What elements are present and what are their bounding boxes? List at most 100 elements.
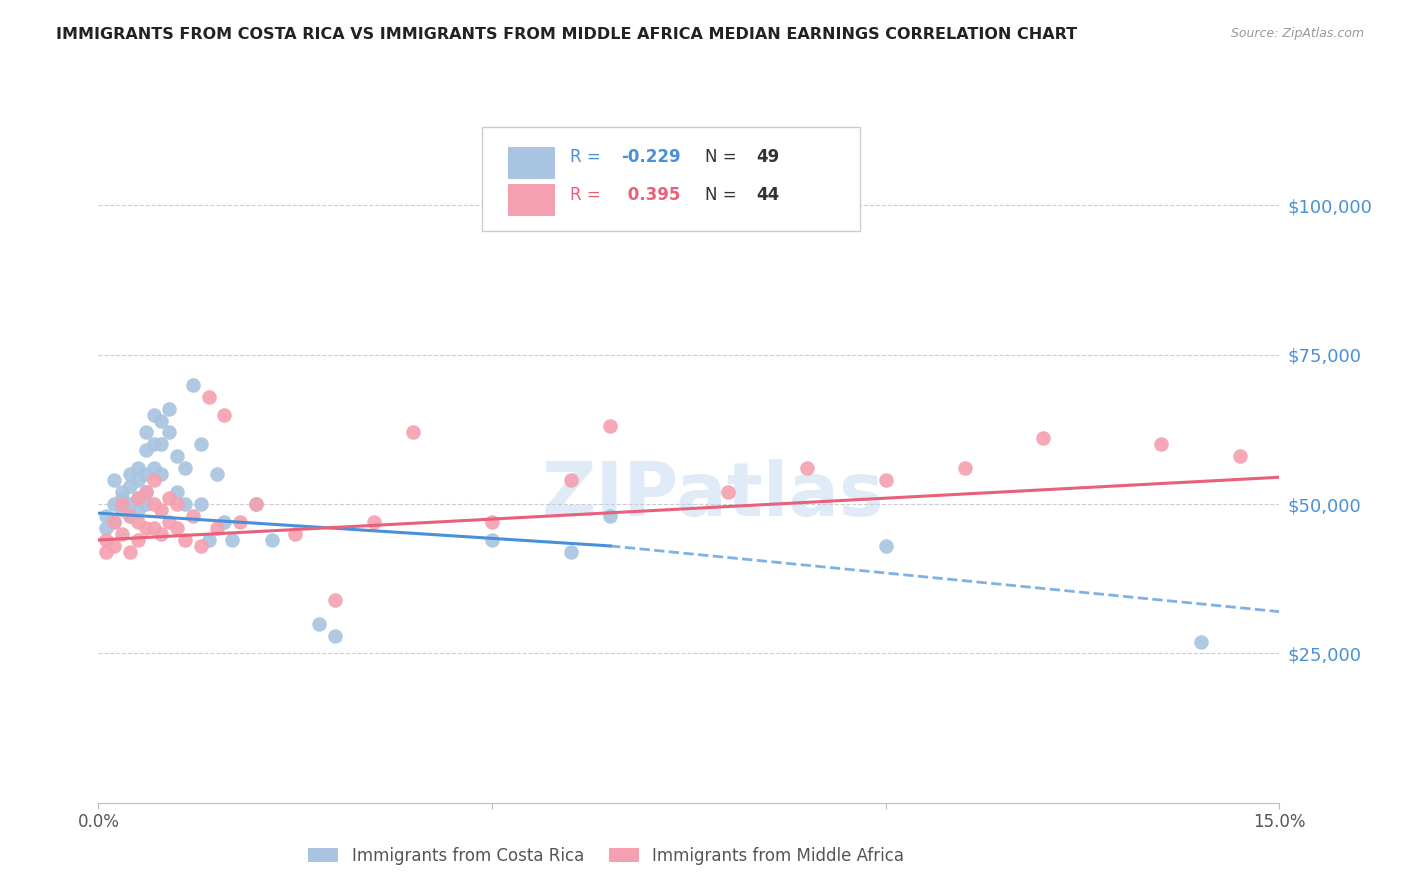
Point bbox=[150, 437, 173, 451]
Point bbox=[157, 401, 180, 416]
Point bbox=[135, 521, 157, 535]
Point bbox=[363, 515, 385, 529]
Point bbox=[190, 497, 212, 511]
Point bbox=[135, 467, 157, 482]
Point bbox=[717, 485, 740, 500]
Point bbox=[135, 443, 157, 458]
Point bbox=[1189, 634, 1212, 648]
Point bbox=[323, 628, 346, 642]
Point bbox=[481, 533, 503, 547]
Point bbox=[111, 527, 134, 541]
Point bbox=[142, 408, 165, 422]
Point bbox=[103, 473, 125, 487]
FancyBboxPatch shape bbox=[508, 184, 555, 216]
Point bbox=[96, 509, 118, 524]
Point bbox=[96, 521, 118, 535]
Point bbox=[135, 497, 157, 511]
Point bbox=[221, 533, 243, 547]
Point bbox=[190, 437, 212, 451]
Text: ZIPatlas: ZIPatlas bbox=[541, 458, 884, 532]
Point bbox=[103, 497, 125, 511]
Point bbox=[127, 491, 149, 505]
Point bbox=[166, 497, 188, 511]
Point bbox=[308, 616, 330, 631]
Point bbox=[135, 485, 157, 500]
Point bbox=[150, 527, 173, 541]
Point bbox=[127, 473, 149, 487]
Point bbox=[599, 509, 621, 524]
Point bbox=[142, 437, 165, 451]
Point bbox=[157, 515, 180, 529]
Point bbox=[142, 521, 165, 535]
Point bbox=[157, 491, 180, 505]
Legend: Immigrants from Costa Rica, Immigrants from Middle Africa: Immigrants from Costa Rica, Immigrants f… bbox=[302, 840, 911, 871]
Point bbox=[127, 503, 149, 517]
Point bbox=[205, 467, 228, 482]
Text: R =: R = bbox=[569, 186, 606, 204]
Text: N =: N = bbox=[706, 148, 742, 166]
Point bbox=[284, 527, 307, 541]
Point bbox=[166, 521, 188, 535]
Text: 49: 49 bbox=[756, 148, 779, 166]
FancyBboxPatch shape bbox=[482, 128, 860, 231]
Point bbox=[1150, 437, 1173, 451]
Point bbox=[166, 485, 188, 500]
Point bbox=[1032, 432, 1054, 446]
Point bbox=[142, 497, 165, 511]
Point bbox=[118, 545, 141, 559]
Point bbox=[190, 539, 212, 553]
Point bbox=[127, 491, 149, 505]
Point bbox=[127, 461, 149, 475]
Point bbox=[150, 503, 173, 517]
Point bbox=[181, 377, 204, 392]
Point bbox=[174, 497, 197, 511]
Point bbox=[875, 539, 897, 553]
Point bbox=[150, 467, 173, 482]
Point bbox=[166, 450, 188, 464]
Point bbox=[142, 473, 165, 487]
Point bbox=[560, 473, 582, 487]
Point bbox=[599, 419, 621, 434]
Point bbox=[103, 539, 125, 553]
Point bbox=[1229, 450, 1251, 464]
Point bbox=[111, 497, 134, 511]
Point bbox=[245, 497, 267, 511]
Text: Source: ZipAtlas.com: Source: ZipAtlas.com bbox=[1230, 27, 1364, 40]
Point bbox=[796, 461, 818, 475]
Point bbox=[174, 461, 197, 475]
Point bbox=[229, 515, 252, 529]
Point bbox=[560, 545, 582, 559]
Text: -0.229: -0.229 bbox=[621, 148, 682, 166]
Point bbox=[135, 425, 157, 440]
Point bbox=[402, 425, 425, 440]
Point bbox=[96, 545, 118, 559]
Point bbox=[174, 533, 197, 547]
Point bbox=[214, 408, 236, 422]
Text: 0.395: 0.395 bbox=[621, 186, 681, 204]
Point bbox=[197, 390, 219, 404]
Point bbox=[953, 461, 976, 475]
Point bbox=[157, 425, 180, 440]
Point bbox=[875, 473, 897, 487]
Text: N =: N = bbox=[706, 186, 742, 204]
Point bbox=[118, 497, 141, 511]
Point bbox=[118, 467, 141, 482]
Point bbox=[103, 515, 125, 529]
Point bbox=[323, 592, 346, 607]
Point bbox=[111, 491, 134, 505]
Point bbox=[181, 509, 204, 524]
Point bbox=[111, 485, 134, 500]
Point bbox=[96, 533, 118, 547]
Point bbox=[118, 509, 141, 524]
Text: R =: R = bbox=[569, 148, 606, 166]
Point bbox=[205, 521, 228, 535]
Point bbox=[245, 497, 267, 511]
Point bbox=[135, 485, 157, 500]
Text: 44: 44 bbox=[756, 186, 779, 204]
Point bbox=[150, 413, 173, 427]
Point bbox=[481, 515, 503, 529]
Point bbox=[103, 515, 125, 529]
Point bbox=[118, 479, 141, 493]
Point bbox=[118, 509, 141, 524]
Point bbox=[260, 533, 283, 547]
